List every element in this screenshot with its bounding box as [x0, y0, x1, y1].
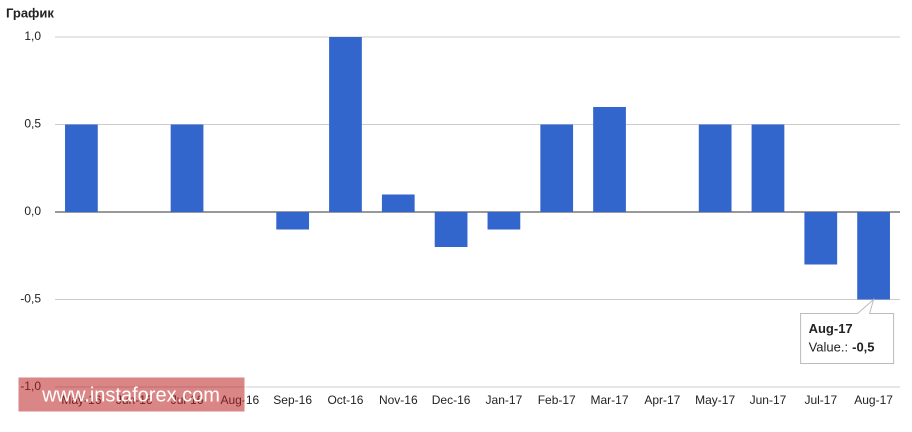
bar [276, 212, 310, 230]
bar [329, 37, 362, 212]
bar [487, 212, 521, 230]
x-tick-label: Jan-17 [486, 393, 523, 407]
y-tick-label: 0,0 [24, 204, 41, 218]
watermark-box [17, 376, 246, 413]
tooltip: Aug-17 Value.: -0,5 [800, 298, 895, 364]
x-tick-label: Sep-16 [273, 393, 312, 407]
bar [804, 212, 838, 265]
tooltip-category: Aug-17 [809, 321, 853, 336]
y-tick-label: 1,0 [24, 29, 41, 43]
bar [593, 107, 626, 212]
x-tick-label: Apr-17 [644, 393, 680, 407]
bar [381, 194, 415, 212]
tooltip-box [800, 298, 895, 364]
chart-title: График [6, 5, 54, 20]
watermark: www.instaforex.com [17, 376, 246, 413]
x-tick-label: Mar-17 [591, 393, 629, 407]
x-tick-label: Nov-16 [379, 393, 418, 407]
y-tick-label: -0,5 [20, 292, 41, 306]
x-tick-label: Oct-16 [327, 393, 363, 407]
bar [857, 212, 890, 300]
tooltip-value: Value.: -0,5 [809, 340, 875, 355]
bar [698, 124, 732, 212]
bar [434, 212, 468, 247]
x-tick-label: Jun-17 [750, 393, 787, 407]
bar [540, 124, 574, 212]
bar [170, 124, 204, 212]
x-tick-label: Jul-17 [804, 393, 837, 407]
watermark-text: www.instaforex.com [41, 384, 220, 406]
x-tick-label: Feb-17 [538, 393, 576, 407]
y-tick-label: 0,5 [24, 117, 41, 131]
tooltip-value-label: -0,5 [852, 340, 874, 355]
bar [751, 124, 785, 212]
x-tick-label: May-17 [695, 393, 735, 407]
tooltip-label: Value.: [809, 340, 849, 355]
x-tick-label: Dec-16 [432, 393, 471, 407]
x-tick-label: Aug-17 [854, 393, 893, 407]
bar [65, 124, 98, 212]
